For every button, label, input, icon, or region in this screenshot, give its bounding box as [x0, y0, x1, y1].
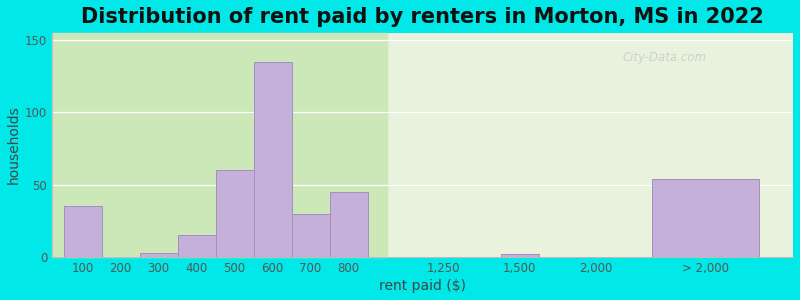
Bar	[178, 235, 215, 257]
Text: City-Data.com: City-Data.com	[622, 51, 706, 64]
Title: Distribution of rent paid by renters in Morton, MS in 2022: Distribution of rent paid by renters in …	[82, 7, 764, 27]
Bar	[330, 192, 367, 257]
Bar	[52, 33, 386, 257]
Bar	[291, 214, 330, 257]
Bar	[215, 170, 254, 257]
Bar	[140, 253, 178, 257]
Bar	[501, 254, 538, 257]
Bar	[254, 61, 291, 257]
Bar	[64, 206, 102, 257]
Bar	[653, 179, 759, 257]
Y-axis label: households: households	[7, 106, 21, 184]
X-axis label: rent paid ($): rent paid ($)	[379, 279, 466, 293]
